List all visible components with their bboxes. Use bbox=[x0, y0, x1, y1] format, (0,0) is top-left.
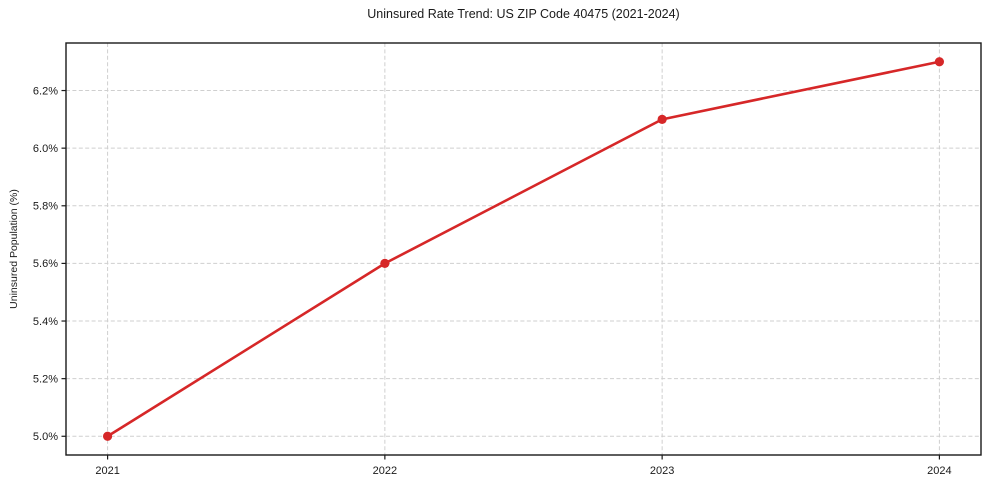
y-tick-label: 5.6% bbox=[33, 258, 58, 270]
data-point bbox=[934, 57, 945, 67]
y-tick-label: 6.2% bbox=[33, 85, 58, 97]
x-tick-label: 2023 bbox=[650, 465, 674, 477]
y-tick-label: 5.2% bbox=[33, 373, 58, 385]
y-tick-label: 6.0% bbox=[33, 143, 58, 155]
trend-line bbox=[106, 60, 941, 438]
data-point bbox=[102, 431, 113, 441]
y-tick-label: 5.8% bbox=[33, 201, 58, 213]
y-tick-label: 5.0% bbox=[33, 431, 58, 443]
x-tick-label: 2021 bbox=[95, 465, 119, 477]
data-point bbox=[380, 258, 390, 269]
y-tick-label: 5.4% bbox=[33, 316, 58, 328]
plot-border bbox=[65, 42, 982, 456]
chart-title: Uninsured Rate Trend: US ZIP Code 40475 … bbox=[367, 7, 680, 21]
x-tick-label: 2024 bbox=[927, 465, 951, 477]
data-point bbox=[657, 114, 667, 124]
x-tick-label: 2022 bbox=[373, 465, 397, 477]
